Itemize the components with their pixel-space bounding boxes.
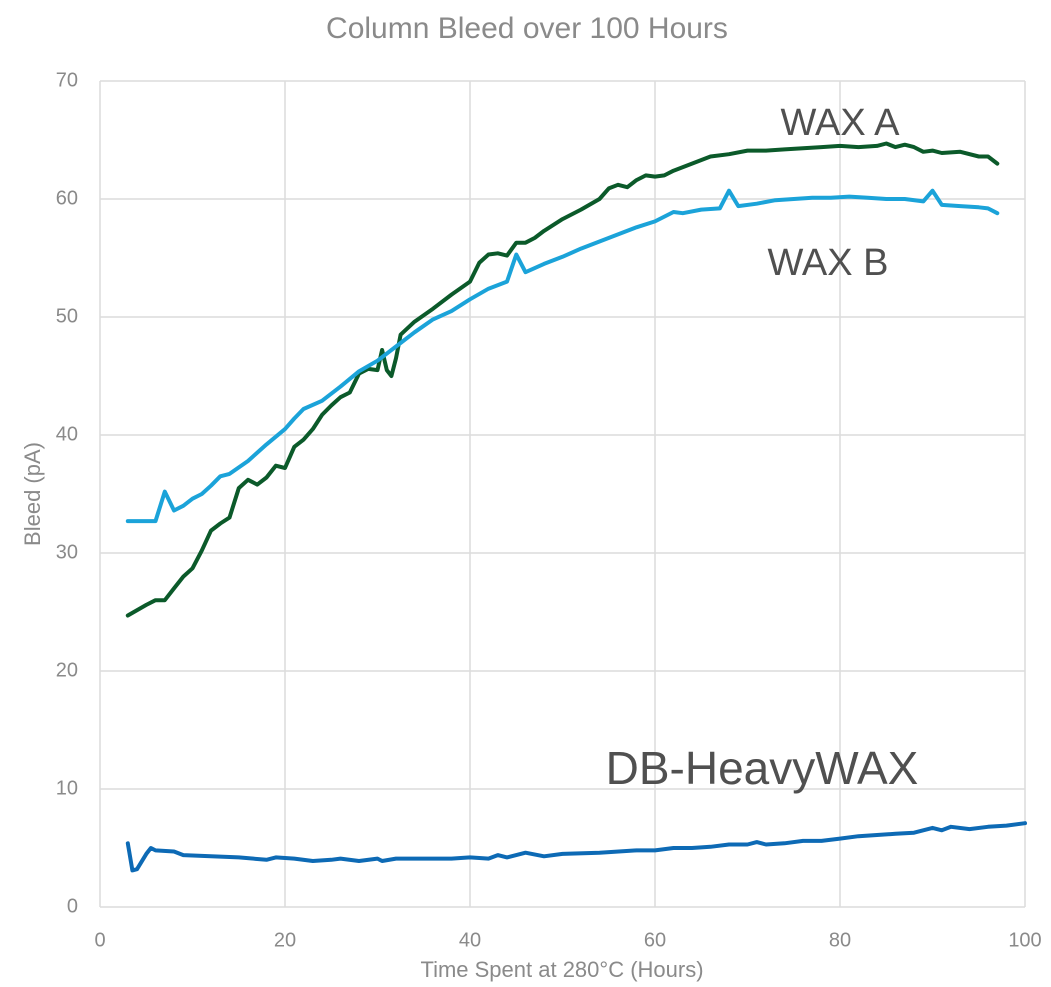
chart-title: Column Bleed over 100 Hours [326,12,728,45]
y-tick-label: 60 [56,187,78,209]
y-axis-label: Bleed (pA) [20,442,45,546]
x-axis-label: Time Spent at 280°C (Hours) [420,957,703,982]
y-tick-label: 50 [56,305,78,327]
y-tick-label: 70 [56,69,78,91]
x-tick-label: 20 [274,929,296,951]
series-label: WAX A [781,102,901,144]
y-tick-label: 40 [56,423,78,445]
y-tick-label: 10 [56,777,78,799]
x-tick-label: 80 [829,929,851,951]
y-tick-label: 30 [56,541,78,563]
x-tick-label: 100 [1008,929,1041,951]
x-tick-label: 40 [459,929,481,951]
y-tick-label: 0 [67,895,78,917]
y-tick-label: 20 [56,659,78,681]
series-label: WAX B [767,242,888,284]
series-label: DB-HeavyWAX [606,742,919,794]
series-line [125,188,1000,524]
x-tick-label: 60 [644,929,666,951]
series-line [125,141,1000,618]
x-tick-label: 0 [94,929,105,951]
series-line [125,821,1027,873]
